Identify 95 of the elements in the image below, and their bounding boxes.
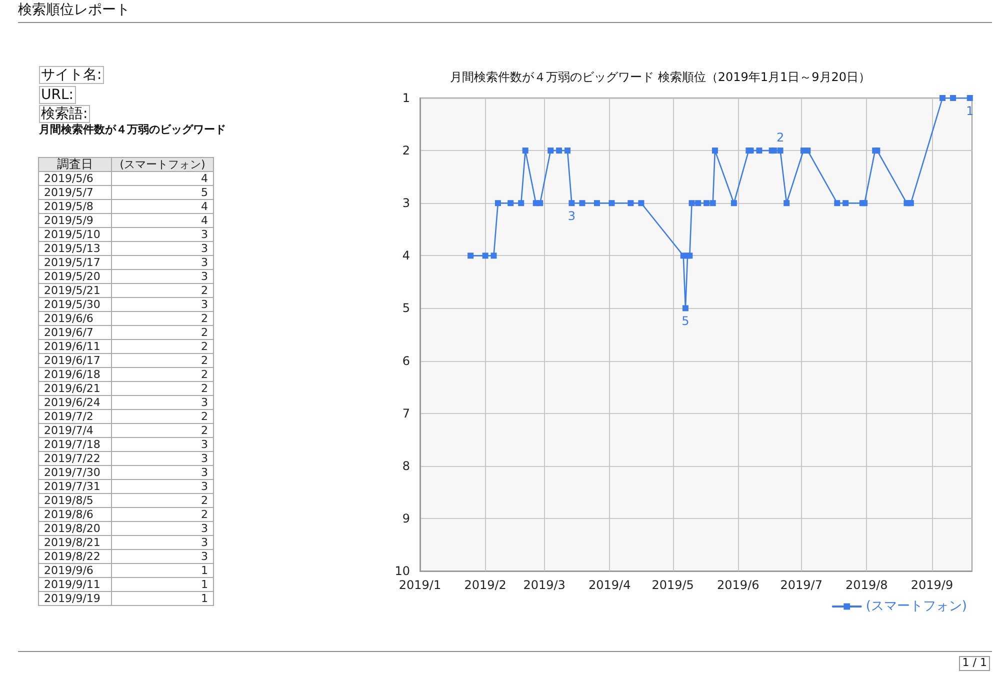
y-tick-label: 9 (402, 511, 410, 526)
category-label: 2019/7/4 (38, 424, 112, 438)
data-label: 2 (112, 354, 214, 368)
x-tick-label: 2019/1 (398, 578, 442, 592)
data-label: 3 (112, 550, 214, 564)
category-label: 2019/8/5 (38, 494, 112, 508)
category-label: 2019/7/31 (38, 480, 112, 494)
category-label: 2019/8/20 (38, 522, 112, 536)
y-tick-label: 4 (402, 248, 410, 263)
x-tick-label: 2019/4 (588, 578, 631, 592)
data-label: 2 (112, 508, 214, 522)
data-label: 3 (112, 396, 214, 410)
data-label: 3 (112, 452, 214, 466)
category-label: 2019/5/13 (38, 242, 112, 256)
category-label: 2019/7/18 (38, 438, 112, 452)
x-tick-label: 2019/6 (717, 578, 760, 592)
data-label: 1 (112, 564, 214, 578)
chart-title: 月間検索件数が４万弱のビッグワード 検索順位（2019年1月1日～9月20日） (450, 70, 871, 84)
annotation: 1 (966, 104, 974, 118)
category-label: 2019/5/30 (38, 298, 112, 312)
data-label: 3 (112, 522, 214, 536)
category-label: 2019/9/19 (38, 592, 112, 606)
x-tick-label: 2019/3 (523, 578, 566, 592)
x-tick-label: 2019/9 (910, 578, 954, 592)
category-label: 2019/7/22 (38, 452, 112, 466)
category-label: 2019/5/20 (38, 270, 112, 284)
data-label: 3 (112, 298, 214, 312)
category-label: 2019/8/6 (38, 508, 112, 522)
data-label: 3 (112, 480, 214, 494)
data-label: 2 (112, 410, 214, 424)
category-label: 2019/9/11 (38, 578, 112, 592)
annotation: 3 (568, 209, 576, 224)
category-label: 2019/6/11 (38, 340, 112, 354)
data-label: 4 (112, 172, 214, 186)
category-label: 2019/7/2 (38, 410, 112, 424)
data-label: 2 (112, 284, 214, 298)
data-label: 3 (112, 256, 214, 270)
annotation: 2 (776, 130, 784, 145)
category-label: 2019/6/24 (38, 396, 112, 410)
y-tick-label: 2 (402, 144, 410, 158)
data-label: 4 (112, 214, 214, 228)
category-label: 2019/6/21 (38, 382, 112, 396)
category-label: 2019/5/9 (38, 214, 112, 228)
category-label: 2019/5/7 (38, 186, 112, 200)
category-label: 2019/5/17 (38, 256, 112, 270)
data-label: 2 (112, 382, 214, 396)
data-label: 2 (112, 494, 214, 508)
text: (スマートフォン) (112, 158, 214, 172)
y-tick-label: 5 (402, 301, 410, 316)
data-label: 1 (112, 592, 214, 606)
y-tick-label: 7 (402, 406, 410, 420)
category-label: 2019/6/18 (38, 368, 112, 382)
data-label: 3 (112, 270, 214, 284)
x-tick-label: 2019/5 (652, 578, 694, 592)
category-label: 2019/7/30 (38, 466, 112, 480)
text: 検索順位レポート (18, 2, 130, 18)
y-tick-label: 8 (402, 458, 410, 473)
category-label: 2019/8/21 (38, 536, 112, 550)
data-label: 2 (112, 368, 214, 382)
category-label: 2019/6/6 (38, 312, 112, 326)
category-label: 2019/6/7 (38, 326, 112, 340)
text: 月間検索件数が４万弱のビッグワード (39, 123, 226, 137)
category-label: 2019/5/6 (38, 172, 112, 186)
category-label: 2019/5/10 (38, 228, 112, 242)
text: サイト名: (39, 66, 104, 84)
data-label: 1 (112, 578, 214, 592)
text: 検索語: (39, 105, 90, 124)
y-tick-label: 10 (394, 564, 410, 578)
x-tick-label: 2019/8 (846, 578, 888, 592)
annotation: 5 (682, 314, 690, 328)
x-tick-label: 2019/2 (464, 578, 506, 592)
data-label: 3 (112, 466, 214, 480)
data-label: 2 (112, 326, 214, 340)
x-tick-label: 2019/7 (780, 578, 822, 592)
category-label: 2019/9/6 (38, 564, 112, 578)
data-label: 5 (112, 186, 214, 200)
text: 1 / 1 (959, 656, 990, 671)
data-label: 3 (112, 242, 214, 256)
legend-label: (スマートフォン) (866, 599, 968, 614)
data-label: 3 (112, 536, 214, 550)
data-label: 3 (112, 438, 214, 452)
y-tick-label: 3 (402, 196, 410, 210)
y-tick-label: 6 (402, 354, 410, 368)
text: 調査日 (38, 157, 112, 172)
category-label: 2019/5/8 (38, 200, 112, 214)
data-label: 2 (112, 424, 214, 438)
text: URL: (39, 86, 76, 104)
category-label: 2019/8/22 (38, 550, 112, 564)
category-label: 2019/5/21 (38, 284, 112, 298)
category-label: 2019/6/17 (38, 354, 112, 368)
data-label: 4 (112, 200, 214, 214)
data-label: 2 (112, 340, 214, 354)
data-label: 2 (112, 312, 214, 326)
y-tick-label: 1 (402, 91, 410, 105)
data-label: 3 (112, 228, 214, 242)
